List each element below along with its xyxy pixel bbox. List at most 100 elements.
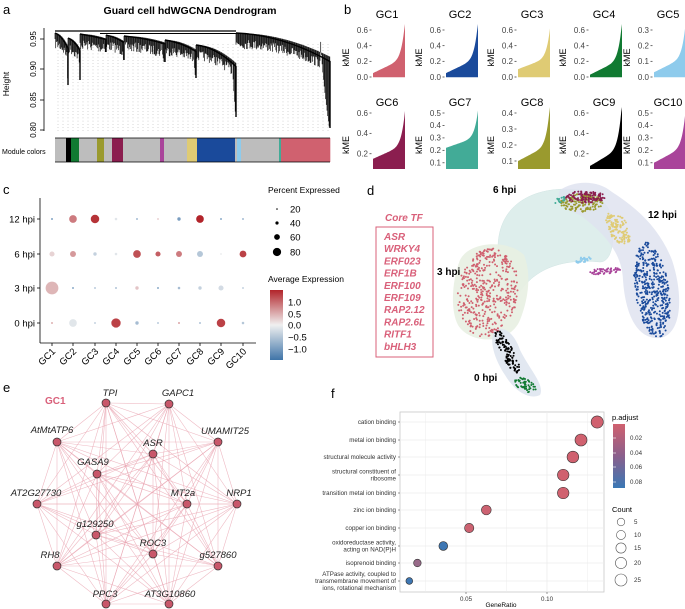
umap-cell-gc2 bbox=[634, 279, 637, 282]
umap-cell-gc2 bbox=[662, 271, 665, 274]
umap-cell-gc2 bbox=[656, 290, 659, 293]
umap-cell-gc3 bbox=[610, 223, 613, 226]
umap-cell-gc1 bbox=[464, 306, 467, 309]
umap-cell-gc1 bbox=[513, 299, 516, 302]
y-tick-label: 0.80 bbox=[29, 122, 38, 138]
kme-tick-label: 0.4 bbox=[502, 109, 514, 118]
umap-cell-gc2 bbox=[650, 278, 653, 281]
umap-cell-gc2 bbox=[640, 249, 642, 252]
umap-cell-gc1 bbox=[461, 313, 464, 316]
umap-cell-gc2 bbox=[638, 280, 641, 282]
go-term-label: structural constituent of bbox=[332, 469, 396, 476]
network-node-gapc1 bbox=[164, 399, 174, 409]
umap-cell-gc7 bbox=[563, 198, 566, 201]
umap-cell-gc2 bbox=[639, 309, 642, 312]
module-color-segment bbox=[235, 138, 238, 162]
umap-cell-gc10 bbox=[607, 267, 610, 270]
network-node-label: UMAMIT25 bbox=[201, 426, 250, 437]
umap-cell-gc1 bbox=[510, 280, 513, 283]
network-edge bbox=[95, 534, 154, 555]
umap-cell-gc8 bbox=[565, 198, 568, 201]
umap-cell-gc2 bbox=[639, 304, 642, 307]
kme-tick-label: 0.4 bbox=[502, 41, 514, 50]
umap-cell-gc4 bbox=[515, 379, 518, 382]
avg-expr-legend-label: 0.5 bbox=[288, 310, 301, 321]
module-color-segment bbox=[112, 138, 124, 162]
percent-legend-dot bbox=[272, 247, 282, 257]
umap-cell-gc2 bbox=[652, 257, 655, 260]
umap-cell-gc1 bbox=[477, 304, 480, 307]
kme-tick-label: 0.1 bbox=[638, 159, 650, 168]
umap-cell-gc1 bbox=[489, 286, 492, 289]
umap-cell-gc6 bbox=[583, 193, 586, 196]
panel-label-b: b bbox=[344, 2, 351, 17]
umap-cell-gc2 bbox=[660, 326, 663, 328]
network-edge bbox=[96, 453, 154, 475]
umap-cell-gc1 bbox=[486, 295, 489, 298]
umap-cell-gc8 bbox=[560, 204, 563, 207]
umap-cell-gc2 bbox=[659, 290, 662, 293]
module-color-segment bbox=[197, 138, 236, 162]
umap-cell-gc1 bbox=[505, 270, 507, 273]
umap-cell-gc7 bbox=[562, 199, 564, 202]
umap-cell-gc1 bbox=[496, 254, 499, 257]
kme-tick-label: 0.6 bbox=[430, 26, 442, 35]
kme-plot-gc9: GC9 kME 0.2 0.4 0.6 bbox=[558, 97, 622, 169]
umap-cell-gc2 bbox=[641, 311, 644, 314]
umap-cell-gc1 bbox=[491, 329, 494, 332]
network-edge bbox=[56, 553, 154, 567]
umap-cell-gc1 bbox=[470, 281, 473, 284]
umap-cell-gc1 bbox=[494, 322, 497, 325]
umap-cell-gc2 bbox=[644, 300, 647, 303]
umap-cell-gc1 bbox=[488, 327, 491, 329]
label-12hpi: 12 hpi bbox=[648, 210, 677, 221]
core-tf-title: Core TF bbox=[385, 213, 424, 224]
umap-cell-gc6 bbox=[581, 196, 584, 199]
dot-gc2-6hpi bbox=[70, 251, 76, 257]
umap-cell-gc1 bbox=[485, 264, 488, 267]
dendrogram-branch bbox=[195, 44, 237, 117]
umap-cell-gc1 bbox=[460, 274, 463, 277]
padjust-legend-label: 0.06 bbox=[630, 464, 643, 471]
kme-tick-label: 0.2 bbox=[357, 57, 369, 66]
umap-cell-gc3 bbox=[621, 220, 623, 223]
umap-cell-gc1 bbox=[488, 319, 491, 322]
umap-cell-gc1 bbox=[478, 319, 481, 322]
umap-cell-gc2 bbox=[664, 329, 667, 332]
umap-cell-gc10 bbox=[602, 268, 605, 271]
module-color-segment bbox=[55, 138, 67, 162]
umap-cell-gc2 bbox=[664, 290, 667, 293]
network-edge bbox=[105, 402, 170, 405]
umap-cell-gc1 bbox=[506, 291, 509, 294]
umap-cell-gc1 bbox=[508, 265, 511, 268]
umap-cell-gc10 bbox=[599, 272, 602, 275]
umap-cell-gc1 bbox=[506, 278, 509, 281]
umap-cell-gc2 bbox=[666, 306, 668, 309]
dotplot-row-label: 6 hpi bbox=[14, 250, 35, 261]
umap-cell-gc2 bbox=[635, 254, 638, 257]
umap-cell-gc9 bbox=[509, 366, 512, 369]
umap-cell-gc1 bbox=[482, 302, 485, 305]
dot-gc8-12hpi bbox=[196, 215, 204, 223]
kme-tick-label: 0.6 bbox=[574, 26, 586, 35]
go-term-dot bbox=[557, 468, 570, 482]
go-plot-area bbox=[399, 411, 605, 593]
umap-cell-gc8 bbox=[566, 200, 569, 203]
umap-cell-gc1 bbox=[473, 318, 476, 320]
panel-label-f: f bbox=[331, 386, 335, 401]
dendrogram-branch bbox=[235, 32, 331, 128]
umap-cell-gc1 bbox=[466, 300, 469, 302]
umap-cell-gc2 bbox=[647, 319, 650, 322]
network-edge bbox=[152, 441, 219, 555]
umap-cell-gc1 bbox=[498, 281, 501, 284]
go-term-label: acting on NAD(P)H bbox=[343, 547, 396, 554]
umap-cell-gc3 bbox=[609, 226, 611, 229]
go-term-dot bbox=[590, 415, 604, 429]
umap-cell-gc1 bbox=[500, 277, 503, 280]
umap-cell-gc6 bbox=[598, 199, 601, 202]
dot-gc6-0hpi bbox=[157, 322, 159, 324]
umap-cell-gc8 bbox=[590, 196, 593, 199]
go-xlabel: GeneRatio bbox=[485, 602, 516, 609]
network-node-label: GAPC1 bbox=[162, 388, 194, 399]
umap-cell-gc9 bbox=[512, 352, 515, 354]
